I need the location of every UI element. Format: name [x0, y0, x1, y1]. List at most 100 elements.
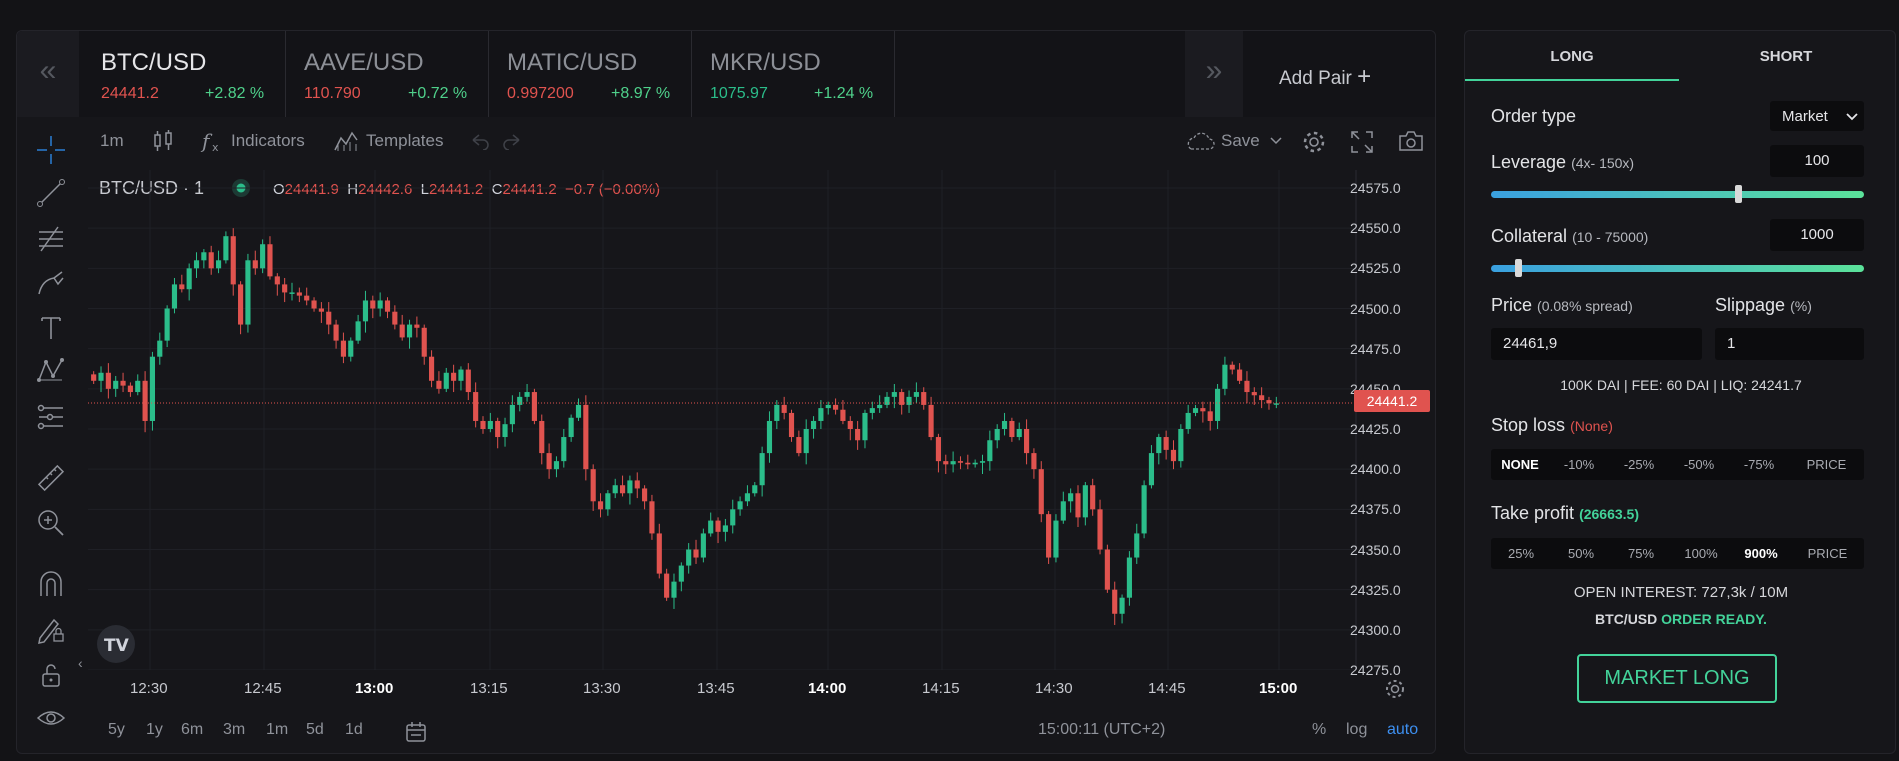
take-profit-75[interactable]: 75% — [1627, 546, 1655, 561]
brush-icon[interactable] — [36, 268, 66, 298]
pair-tab-btc[interactable]: BTC/USD 24441.2 +2.82 % — [83, 31, 286, 117]
candle-body — [649, 501, 655, 534]
tab-long[interactable]: LONG — [1465, 31, 1679, 81]
candle-body — [1060, 501, 1066, 521]
stop-loss-price[interactable]: PRICE — [1806, 457, 1847, 472]
pair-tab-aave[interactable]: AAVE/USD 110.790 +0.72 % — [286, 31, 489, 117]
calendar-icon[interactable] — [405, 721, 427, 743]
log-toggle[interactable]: log — [1346, 721, 1368, 738]
plus-icon: + — [1357, 63, 1372, 90]
cloud-icon[interactable] — [1184, 130, 1216, 152]
order-type-select[interactable]: Market — [1770, 101, 1864, 131]
pattern-tool-icon[interactable] — [36, 356, 66, 386]
candle-body — [421, 327, 427, 357]
candle-body — [803, 429, 809, 454]
interval-button[interactable]: 1m — [100, 131, 124, 150]
gear-icon[interactable] — [1301, 129, 1327, 155]
candle-body — [208, 252, 214, 269]
last-price-badge: 24441.2 — [1354, 390, 1430, 412]
slippage-input[interactable]: 1 — [1715, 328, 1864, 360]
unlock-icon[interactable] — [36, 660, 66, 690]
leverage-slider[interactable] — [1491, 185, 1864, 203]
candle-body — [1016, 429, 1022, 438]
lock-drawings-icon[interactable] — [36, 614, 66, 644]
tab-short[interactable]: SHORT — [1759, 48, 1813, 65]
candles-icon[interactable] — [152, 130, 174, 152]
templates-icon[interactable] — [334, 130, 358, 152]
chevron-down-icon[interactable] — [1270, 136, 1282, 146]
percent-toggle[interactable]: % — [1312, 721, 1327, 738]
stop-loss-none[interactable]: NONE — [1501, 457, 1539, 472]
open-value: 24441.9 — [284, 181, 339, 198]
price-chart[interactable] — [88, 170, 1358, 670]
take-profit-price[interactable]: PRICE — [1807, 546, 1848, 561]
range-3m[interactable]: 3m — [223, 721, 246, 738]
range-1d[interactable]: 1d — [345, 721, 363, 738]
prediction-tool-icon[interactable] — [36, 402, 66, 432]
zoom-in-icon[interactable] — [36, 508, 66, 538]
pairs-prev-button[interactable]: « — [17, 31, 79, 117]
collapse-toolbar-icon[interactable]: ‹ — [78, 655, 83, 671]
redo-icon[interactable] — [503, 132, 523, 150]
candle-body — [318, 308, 324, 312]
take-profit-25[interactable]: 25% — [1507, 546, 1535, 561]
candle-body — [619, 485, 626, 494]
crosshair-icon[interactable] — [36, 135, 66, 165]
fib-tool-icon[interactable] — [36, 224, 66, 254]
collateral-slider[interactable] — [1491, 259, 1864, 277]
take-profit-50[interactable]: 50% — [1567, 546, 1595, 561]
take-profit-900[interactable]: 900% — [1744, 546, 1778, 561]
price-input[interactable]: 24461,9 — [1491, 328, 1702, 360]
undo-icon[interactable] — [469, 132, 489, 150]
add-pair-button[interactable]: Add Pair + — [1279, 63, 1371, 91]
collateral-slider-thumb[interactable] — [1515, 259, 1523, 277]
pair-tab-mkr[interactable]: MKR/USD 1075.97 +1.24 % — [692, 31, 895, 117]
pairs-next-button[interactable]: » — [1185, 31, 1243, 117]
range-5d[interactable]: 5d — [306, 721, 324, 738]
chevron-down-icon — [1846, 113, 1858, 121]
axis-settings-icon[interactable] — [1384, 678, 1406, 700]
pair-price: 110.790 — [304, 85, 361, 102]
fullscreen-icon[interactable] — [1351, 131, 1373, 153]
candle-body — [113, 380, 119, 389]
collateral-input[interactable]: 1000 — [1770, 219, 1864, 251]
eye-icon[interactable] — [36, 703, 66, 733]
range-1y[interactable]: 1y — [146, 721, 163, 738]
templates-button[interactable]: Templates — [366, 131, 444, 150]
stop-loss-50[interactable]: -50% — [1683, 457, 1715, 472]
magnet-icon[interactable] — [36, 570, 66, 600]
candle-body — [583, 404, 589, 470]
save-button[interactable]: Save — [1221, 131, 1260, 150]
candle-body — [509, 404, 515, 425]
candle-body — [1134, 533, 1140, 558]
candle-body — [340, 340, 346, 357]
tradingview-logo[interactable]: TV — [96, 624, 136, 664]
candle-body — [656, 533, 662, 574]
stop-loss-10[interactable]: -10% — [1563, 457, 1595, 472]
ruler-icon[interactable] — [36, 463, 66, 493]
leverage-slider-thumb[interactable] — [1735, 185, 1743, 203]
candle-body — [708, 520, 714, 534]
text-tool-icon[interactable] — [36, 313, 66, 343]
range-6m[interactable]: 6m — [181, 721, 204, 738]
candle-body — [429, 356, 435, 381]
camera-icon[interactable] — [1398, 130, 1424, 152]
stop-loss-25[interactable]: -25% — [1623, 457, 1655, 472]
stop-loss-75[interactable]: -75% — [1743, 457, 1775, 472]
y-tick-label: 24400.0 — [1350, 461, 1401, 478]
candle-body — [98, 372, 104, 381]
indicators-button[interactable]: Indicators — [231, 131, 305, 150]
candle-body — [406, 324, 413, 338]
pair-tab-matic[interactable]: MATIC/USD 0.997200 +8.97 % — [489, 31, 692, 117]
svg-text:x: x — [212, 141, 219, 153]
leverage-input[interactable]: 100 — [1770, 145, 1864, 177]
market-long-button[interactable]: MARKET LONG — [1577, 654, 1777, 703]
x-tick-label: 14:45 — [1148, 680, 1186, 697]
range-5y[interactable]: 5y — [108, 721, 125, 738]
take-profit-100[interactable]: 100% — [1684, 546, 1718, 561]
y-tick-label: 24350.0 — [1350, 541, 1401, 558]
trend-line-icon[interactable] — [36, 178, 66, 208]
range-1m[interactable]: 1m — [266, 721, 289, 738]
auto-toggle[interactable]: auto — [1387, 721, 1419, 738]
